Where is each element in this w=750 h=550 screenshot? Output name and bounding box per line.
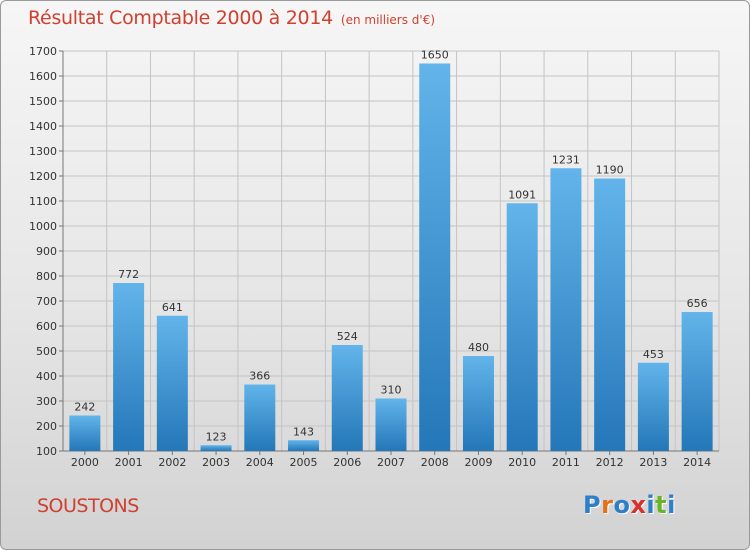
logo-letter: r bbox=[601, 491, 614, 519]
bar-2005 bbox=[288, 440, 320, 451]
y-tick-label: 400 bbox=[36, 370, 57, 383]
data-label-2011: 1231 bbox=[552, 153, 580, 166]
bar-2004 bbox=[244, 384, 276, 451]
y-tick-label: 500 bbox=[36, 345, 57, 358]
bar-2001 bbox=[113, 283, 145, 451]
data-label-2009: 480 bbox=[468, 341, 489, 354]
y-tick-label: 1700 bbox=[29, 45, 57, 58]
data-label-2008: 1650 bbox=[421, 49, 449, 62]
y-tick-label: 1300 bbox=[29, 145, 57, 158]
x-tick-label-2007: 2007 bbox=[377, 456, 405, 469]
y-tick-label: 900 bbox=[36, 245, 57, 258]
data-label-2013: 453 bbox=[643, 348, 664, 361]
title-row: Résultat Comptable 2000 à 2014 (en millie… bbox=[28, 7, 435, 29]
data-label-2004: 366 bbox=[249, 370, 270, 383]
x-tick-label-2014: 2014 bbox=[683, 456, 711, 469]
proxiti-logo: Proxiti bbox=[583, 491, 676, 519]
bar-2011 bbox=[550, 168, 582, 451]
data-label-2005: 143 bbox=[293, 425, 314, 438]
bar-2009 bbox=[462, 356, 494, 451]
data-label-2003: 123 bbox=[206, 430, 227, 443]
logo-letter: o bbox=[613, 491, 631, 519]
bar-2010 bbox=[506, 203, 538, 451]
y-tick-label: 1500 bbox=[29, 95, 57, 108]
bar-2008 bbox=[419, 63, 451, 451]
bar-2013 bbox=[637, 362, 669, 451]
x-tick-label-2003: 2003 bbox=[202, 456, 230, 469]
data-label-2012: 1190 bbox=[596, 164, 624, 177]
x-tick-label-2005: 2005 bbox=[290, 456, 318, 469]
bar-2007 bbox=[375, 398, 407, 451]
bar-2003 bbox=[200, 445, 232, 451]
data-label-2006: 524 bbox=[337, 330, 358, 343]
data-label-2002: 641 bbox=[162, 301, 183, 314]
y-tick-label: 700 bbox=[36, 295, 57, 308]
x-tick-label-2011: 2011 bbox=[552, 456, 580, 469]
bar-2002 bbox=[156, 315, 188, 451]
chart-unit-label: (en milliers d'€) bbox=[340, 13, 436, 27]
y-tick-label: 300 bbox=[36, 395, 57, 408]
y-tick-label: 1600 bbox=[29, 70, 57, 83]
logo-letter: i bbox=[646, 491, 656, 519]
logo-letter: t bbox=[655, 491, 668, 519]
data-label-2007: 310 bbox=[381, 384, 402, 397]
data-label-2010: 1091 bbox=[508, 188, 536, 201]
bar-2000 bbox=[69, 415, 101, 451]
x-tick-label-2008: 2008 bbox=[421, 456, 449, 469]
logo-letter: i bbox=[667, 491, 676, 519]
x-tick-label-2001: 2001 bbox=[115, 456, 143, 469]
y-tick-label: 800 bbox=[36, 270, 57, 283]
x-tick-label-2002: 2002 bbox=[158, 456, 186, 469]
logo-letter: P bbox=[583, 491, 602, 519]
bar-2012 bbox=[594, 178, 626, 451]
chart-title: Résultat Comptable 2000 à 2014 bbox=[28, 7, 333, 29]
y-tick-label: 600 bbox=[36, 320, 57, 333]
bars bbox=[69, 63, 713, 451]
commune-name: SOUSTONS bbox=[37, 495, 139, 517]
y-tick-label: 1400 bbox=[29, 120, 57, 133]
bar-2006 bbox=[331, 345, 363, 451]
data-label-2014: 656 bbox=[687, 297, 708, 310]
y-tick-label: 1200 bbox=[29, 170, 57, 183]
y-tick-label: 100 bbox=[36, 445, 57, 458]
y-tick-label: 200 bbox=[36, 420, 57, 433]
data-labels: 242 772 641 123 366 143 524 310 1650 480 1091 1231 1… bbox=[74, 49, 707, 444]
x-tick-label-2010: 2010 bbox=[508, 456, 536, 469]
x-tick-label-2000: 2000 bbox=[71, 456, 99, 469]
logo-letter: x bbox=[630, 491, 647, 519]
data-label-2001: 772 bbox=[118, 268, 139, 281]
x-tick-label-2012: 2012 bbox=[596, 456, 624, 469]
y-tick-label: 1000 bbox=[29, 220, 57, 233]
x-tick-label-2013: 2013 bbox=[639, 456, 667, 469]
x-tick-label-2009: 2009 bbox=[464, 456, 492, 469]
y-tick-label: 1100 bbox=[29, 195, 57, 208]
x-tick-label-2004: 2004 bbox=[246, 456, 274, 469]
bar-2014 bbox=[681, 312, 713, 451]
x-tick-label-2006: 2006 bbox=[333, 456, 361, 469]
data-label-2000: 242 bbox=[74, 401, 95, 414]
